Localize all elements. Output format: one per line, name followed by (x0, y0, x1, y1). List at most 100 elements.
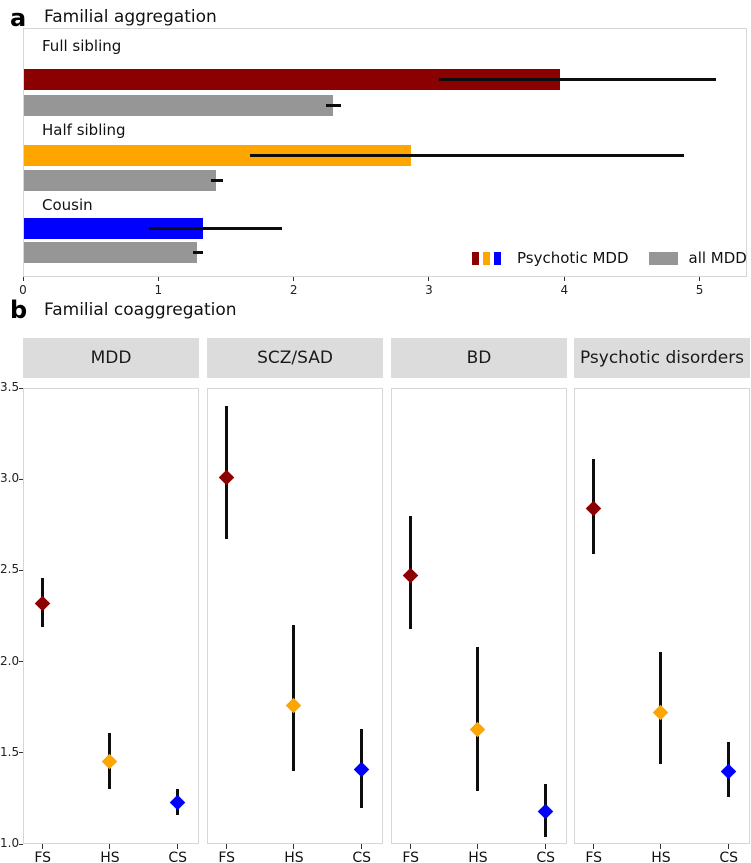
facet-panel (207, 388, 383, 844)
facet-x-tick-label: FS (402, 850, 420, 863)
y-tick-label: 2.5 (0, 562, 20, 577)
x-tick-mark (157, 277, 159, 281)
y-tick-mark (19, 661, 23, 663)
errorbar-fs (225, 406, 229, 540)
facet-strip-scz-sad: SCZ/SAD (207, 338, 383, 378)
facet-strip-mdd: MDD (23, 338, 199, 378)
errorbar-cs (360, 729, 364, 808)
legend-label-all-mdd: all MDD (688, 249, 747, 267)
y-tick-label: 3.5 (0, 380, 20, 394)
panel-a-legend: Psychotic MDD all MDD (472, 249, 747, 267)
y-tick-mark (19, 752, 23, 754)
x-tick-label: 1 (154, 283, 163, 297)
facet-x-tick-mark (226, 844, 228, 849)
point-fs-diamond (585, 500, 602, 517)
facet-x-tick-mark (361, 844, 363, 849)
bar-psychotic-mdd (24, 69, 560, 90)
point-fs-diamond (402, 568, 419, 584)
legend-swatch-full-sibling-icon (472, 251, 479, 265)
point-hs-diamond (470, 721, 486, 737)
legend-label-psychotic-mdd: Psychotic MDD (517, 249, 629, 267)
x-tick-label: 0 (19, 283, 27, 297)
y-tick-mark (19, 843, 23, 845)
legend-swatch-half-sibling-icon (483, 251, 490, 265)
x-tick-mark (563, 277, 565, 281)
errorbar-psychotic-mdd (439, 78, 716, 81)
facet-x-tick-label: HS (284, 850, 304, 863)
bar-all-mdd (24, 95, 333, 116)
errorbar-hs (659, 652, 663, 764)
facet-x-tick-mark (109, 844, 111, 849)
errorbar-psychotic-mdd (148, 227, 283, 230)
panel-a-title: Familial aggregation (44, 7, 217, 27)
errorbar-hs (108, 732, 112, 790)
x-tick-label: 5 (695, 283, 704, 297)
errorbar-all-mdd (210, 179, 223, 182)
facet-x-tick-label: HS (100, 850, 120, 863)
bar-all-mdd (24, 242, 198, 263)
bar-all-mdd (24, 170, 217, 191)
point-hs-diamond (286, 697, 302, 714)
facet-x-tick-mark (177, 844, 179, 849)
y-tick-mark (19, 387, 23, 389)
x-tick-label: 4 (560, 283, 569, 297)
x-tick-mark (22, 277, 24, 281)
point-cs-diamond (353, 761, 370, 777)
errorbar-fs (592, 459, 596, 554)
facet-x-tick-mark (728, 844, 730, 849)
errorbar-hs (476, 647, 480, 792)
facet-x-tick-mark (410, 844, 412, 849)
y-tick-label: 3.0 (0, 471, 20, 486)
panel-b-title: Familial coaggregation (44, 300, 237, 320)
facet-panel (391, 388, 567, 844)
facet-x-tick-mark (42, 844, 44, 849)
bar-psychotic-mdd (24, 218, 203, 239)
x-tick-label: 2 (289, 283, 298, 297)
y-tick-mark (19, 569, 23, 571)
facet-strip-bd: BD (391, 338, 567, 378)
x-tick-mark (293, 277, 295, 281)
errorbar-cs (176, 789, 180, 815)
errorbar-cs (727, 741, 731, 797)
panel-a-plot-area: Psychotic MDD all MDD Full sibling Half s… (23, 28, 747, 277)
facet-x-tick-mark (593, 844, 595, 849)
errorbar-cs (544, 783, 548, 837)
y-tick-label: 2.0 (0, 653, 20, 668)
point-fs-diamond (34, 595, 51, 611)
bar-psychotic-mdd (24, 145, 412, 166)
legend-swatch-cousin-icon (494, 251, 501, 265)
facet-x-tick-mark (477, 844, 479, 849)
errorbar-psychotic-mdd (249, 154, 685, 157)
group-label-cousin: Cousin (42, 196, 93, 214)
facet-x-tick-label: CS (352, 850, 372, 863)
x-tick-mark (428, 277, 430, 281)
y-tick-label: 1.0 (0, 836, 20, 850)
point-cs-diamond (537, 803, 554, 819)
errorbar-fs (41, 577, 45, 627)
facet-x-tick-label: CS (536, 850, 556, 863)
legend-swatch-all-mdd-icon (648, 251, 678, 265)
group-label-full-sibling: Full sibling (42, 37, 122, 55)
facet-x-tick-mark (660, 844, 662, 849)
point-hs-diamond (102, 754, 118, 770)
facet-x-tick-label: CS (719, 850, 739, 863)
errorbar-fs (409, 515, 413, 629)
facet-x-tick-mark (293, 844, 295, 849)
facet-panel (23, 388, 199, 844)
x-tick-label: 3 (425, 283, 433, 297)
errorbar-all-mdd (193, 251, 203, 254)
facet-x-tick-label: FS (34, 850, 52, 863)
y-tick-label: 1.5 (0, 744, 20, 759)
facet-x-tick-label: FS (585, 850, 603, 863)
facet-x-tick-label: HS (651, 850, 671, 863)
facet-x-tick-label: HS (468, 850, 488, 863)
facet-x-tick-mark (545, 844, 547, 849)
errorbar-all-mdd (325, 104, 341, 107)
facet-x-tick-label: FS (218, 850, 236, 863)
x-tick-mark (699, 277, 701, 281)
panel-a-label: a (10, 4, 27, 32)
errorbar-hs (292, 625, 296, 772)
point-cs-diamond (720, 763, 737, 779)
group-label-half-sibling: Half sibling (42, 121, 126, 139)
